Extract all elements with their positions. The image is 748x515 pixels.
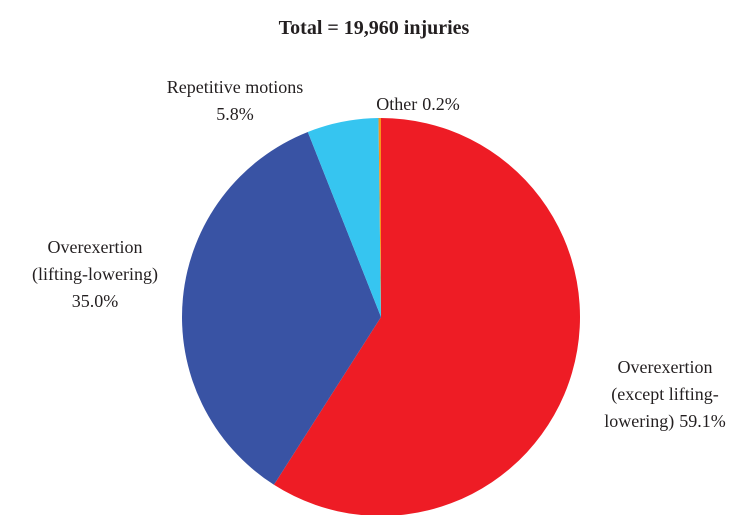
label-line: Other: [376, 94, 417, 114]
pie-slice: [273, 118, 580, 515]
slice-label: Overexertion (lifting-lowering) 35.0%: [32, 237, 158, 311]
value-label: 59.1%: [679, 411, 726, 431]
pie-slice: [378, 118, 381, 317]
slice-label: Repetitive motions 5.8%: [167, 77, 304, 124]
category-label: Overexertion (lifting-lowering): [32, 237, 158, 285]
pie-slice: [307, 118, 381, 317]
label-line: Overexertion: [618, 357, 713, 377]
category-label: Other: [376, 94, 417, 114]
label-line: Overexertion: [48, 237, 143, 257]
label-line: (except lifting-: [611, 384, 718, 405]
slice-label: Overexertion (except lifting-lowering) 59.…: [604, 357, 725, 432]
category-label: Overexertion (except lifting-lowering): [604, 357, 718, 432]
value-label: 5.8%: [216, 104, 254, 124]
label-line: Repetitive motions: [167, 77, 304, 97]
label-line: (lifting-lowering): [32, 264, 158, 285]
label-line: lowering): [604, 411, 674, 432]
slice-label: Other 0.2%: [376, 94, 459, 114]
category-label: Repetitive motions: [167, 77, 304, 97]
value-label: 35.0%: [72, 291, 119, 311]
value-label: 0.2%: [422, 94, 460, 114]
pie-slice: [182, 131, 381, 485]
chart-title: Total = 19,960 injuries: [279, 17, 470, 39]
